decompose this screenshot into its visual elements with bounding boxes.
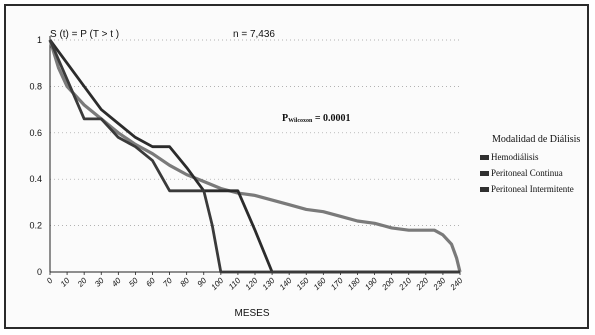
x-tick-labels: 0 10 20 30 40 50 60 70 80 90 100 110 120 130 140 150 160… bbox=[45, 276, 465, 293]
p-value-number: = 0.0001 bbox=[312, 113, 350, 124]
x-tick-label: 100 bbox=[209, 276, 225, 292]
x-tick-label: 170 bbox=[329, 276, 345, 292]
x-tick-label: 0 bbox=[45, 276, 55, 286]
axes bbox=[49, 36, 461, 275]
x-tick-label: 110 bbox=[227, 276, 243, 292]
y-tick-labels: 0 0.2 0.4 0.6 0.8 1 bbox=[29, 35, 42, 277]
x-tick-label: 60 bbox=[144, 276, 157, 289]
legend-title: Modalidad de Diálisis bbox=[492, 134, 581, 145]
survival-formula: S (t) = P (T > t ) bbox=[50, 29, 119, 40]
x-tick-label: 240 bbox=[448, 276, 465, 293]
legend-swatch bbox=[480, 186, 489, 192]
legend: Modalidad de Diálisis Hemodiálisis Perit… bbox=[480, 134, 590, 197]
x-tick-label: 70 bbox=[161, 276, 174, 289]
x-tick-label: 50 bbox=[127, 276, 140, 289]
p-value-main: P bbox=[282, 113, 288, 124]
x-tick-label: 160 bbox=[312, 276, 328, 292]
x-tick-label: 80 bbox=[178, 276, 191, 289]
legend-label: Peritoneal Intermitente bbox=[491, 184, 574, 194]
y-tick-label: 0.4 bbox=[29, 174, 42, 184]
x-tick-label: 20 bbox=[75, 276, 89, 290]
x-tick-label: 120 bbox=[244, 276, 260, 292]
series-line-1 bbox=[48, 39, 462, 273]
y-tick-label: 0 bbox=[37, 267, 42, 277]
legend-label: Peritoneal Continua bbox=[491, 168, 563, 178]
series-line-2 bbox=[48, 39, 460, 274]
legend-swatch bbox=[480, 170, 489, 176]
sample-size-label: n = 7,436 bbox=[233, 29, 275, 40]
y-tick-label: 1 bbox=[37, 35, 42, 45]
gridlines bbox=[50, 39, 460, 226]
series-lines bbox=[48, 39, 462, 274]
legend-item-peritoneal-intermitente: Peritoneal Intermitente bbox=[480, 181, 590, 197]
p-value-label: PWilcoxon = 0.0001 bbox=[282, 113, 351, 124]
y-tick-label: 0.6 bbox=[29, 128, 42, 138]
x-tick-label: 40 bbox=[110, 276, 123, 289]
x-tick-label: 200 bbox=[380, 276, 397, 293]
x-tick-label: 90 bbox=[196, 276, 209, 289]
x-tick-label: 210 bbox=[397, 276, 414, 293]
legend-item-hemodialisis: Hemodiálisis bbox=[480, 149, 590, 165]
y-tick-label: 0.2 bbox=[29, 221, 42, 231]
legend-swatch bbox=[480, 154, 489, 160]
x-tick-label: 10 bbox=[59, 276, 72, 289]
p-value-subscript: Wilcoxon bbox=[288, 118, 313, 124]
x-tick-label: 230 bbox=[431, 276, 448, 293]
series-line-3 bbox=[48, 39, 460, 274]
x-tick-label: 140 bbox=[278, 276, 294, 292]
y-tick-label: 0.8 bbox=[29, 81, 42, 91]
x-tick-label: 150 bbox=[295, 276, 311, 292]
x-tick-label: 220 bbox=[414, 276, 431, 293]
x-tick-label: 190 bbox=[363, 276, 379, 292]
x-tick-label: 130 bbox=[261, 276, 277, 292]
x-axis-label: MESES bbox=[234, 308, 269, 319]
x-tick-label: 180 bbox=[346, 276, 362, 292]
x-tick-label: 30 bbox=[93, 276, 106, 289]
legend-item-peritoneal-continua: Peritoneal Continua bbox=[480, 165, 590, 181]
legend-label: Hemodiálisis bbox=[491, 152, 539, 162]
